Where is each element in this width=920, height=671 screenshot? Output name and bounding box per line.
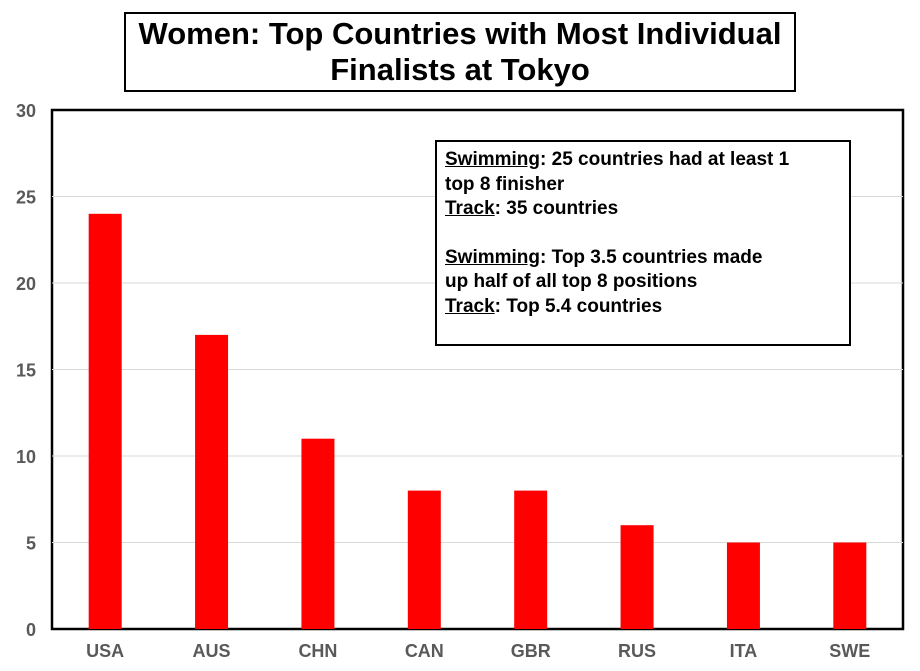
bar	[301, 438, 335, 629]
annotation-spacer	[445, 222, 841, 246]
bar	[88, 213, 122, 630]
x-axis-tick-labels: USA AUS CHN CAN GBR RUS ITA SWE	[86, 641, 870, 661]
y-tick-label: 15	[16, 361, 36, 381]
annotation-line: Swimming: Top 3.5 countries made	[445, 246, 841, 271]
y-tick-label: 20	[16, 274, 36, 294]
y-tick-label: 0	[26, 620, 36, 640]
annotation-line: up half of all top 8 positions	[445, 271, 698, 292]
x-tick-label: GBR	[511, 641, 551, 661]
bar	[195, 334, 229, 629]
chart-title-line-1: Women: Top Countries with Most Individua…	[138, 16, 782, 51]
annotation-line: Track: Top 5.4 countries	[445, 295, 841, 320]
annotation-line: Swimming: 25 countries had at least 1	[445, 148, 841, 173]
chart-title: Women: Top Countries with Most Individua…	[124, 12, 796, 92]
x-tick-label: USA	[86, 641, 124, 661]
annotation-text: : Top 3.5 countries made	[540, 246, 763, 268]
y-tick-label: 25	[16, 188, 36, 208]
x-tick-label: AUS	[193, 641, 231, 661]
track-label: Track	[445, 198, 495, 219]
bar	[833, 542, 867, 629]
annotation-box: Swimming: 25 countries had at least 1 to…	[435, 140, 851, 346]
annotation-line: top 8 finisher	[445, 173, 565, 195]
bars	[88, 213, 867, 630]
bar	[620, 525, 654, 629]
y-axis-tick-labels: 0 5 10 15 20 25 30	[16, 101, 36, 640]
bar	[407, 490, 441, 629]
annotation-text: : Top 5.4 countries	[494, 295, 663, 317]
x-tick-label: CHN	[298, 641, 337, 661]
x-tick-label: CAN	[405, 641, 444, 661]
annotation-line: Track: 35 countries	[445, 197, 841, 222]
bar	[514, 490, 548, 629]
bar	[726, 542, 760, 629]
y-tick-label: 5	[26, 534, 36, 554]
track-label: Track	[445, 295, 495, 317]
y-tick-label: 30	[16, 101, 36, 121]
annotation-text: : 25 countries had at least 1	[540, 149, 790, 170]
swimming-label: Swimming	[445, 246, 541, 268]
y-tick-label: 10	[16, 447, 36, 467]
x-tick-label: RUS	[618, 641, 656, 661]
annotation-text: : 35 countries	[494, 198, 619, 219]
x-tick-label: SWE	[829, 641, 870, 661]
chart-title-line-2: Finalists at Tokyo	[330, 52, 590, 87]
x-tick-label: ITA	[730, 641, 758, 661]
swimming-label: Swimming	[445, 149, 541, 170]
